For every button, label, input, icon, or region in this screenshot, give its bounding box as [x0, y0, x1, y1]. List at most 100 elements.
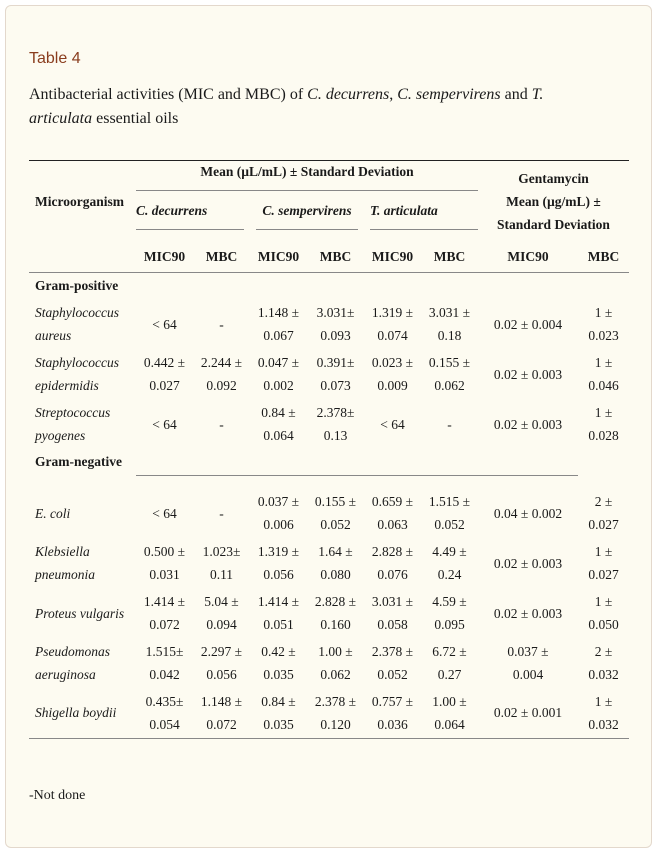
col-header-oil-3: T. articulata	[364, 194, 478, 238]
section-gram-negative: Gram-negative	[35, 454, 122, 469]
col-header-oil-2: C. sempervirens	[250, 194, 364, 238]
value-line: 0.84 ±	[261, 693, 296, 709]
value-cell: 0.02 ± 0.003	[478, 349, 578, 399]
value-cell: 2.378 ± 0.120	[307, 688, 364, 738]
group-title: Mean (µL/mL) ± Standard Deviation	[200, 164, 414, 179]
value-line: 0.155 ±	[428, 355, 471, 370]
value-line: 2.244 ±	[200, 355, 243, 370]
sub-header-mic: MIC90	[364, 242, 421, 273]
value-cell: 1 ± 0.046	[578, 349, 629, 399]
value-cell: 0.757 ± 0.036	[364, 688, 421, 738]
organism-name-line: aureus	[35, 328, 72, 343]
caption-sep: ,	[389, 86, 398, 103]
value-line: 0.391±	[316, 355, 355, 370]
value-cell: 2.297 ± 0.056	[193, 638, 250, 688]
organism-name-line: pneumonia	[35, 567, 95, 582]
value-line: 0.023	[588, 328, 619, 343]
value-line: 3.031 ±	[371, 594, 414, 609]
organism-name: Proteus vulgaris	[29, 588, 136, 638]
value-cell: 1.64 ± 0.080	[307, 538, 364, 588]
value-cell: < 64	[136, 299, 193, 349]
value-cell: 1 ± 0.023	[578, 299, 629, 349]
value-cell: 1 ± 0.032	[578, 688, 629, 738]
value-line: 2.297 ±	[200, 644, 243, 659]
value-cell: 0.500 ± 0.031	[136, 538, 193, 588]
organism-name: Pseudomonas aeruginosa	[29, 638, 136, 688]
value-line: 0.02 ± 0.001	[493, 705, 563, 721]
value-cell: 3.031 ± 0.058	[364, 588, 421, 638]
value-line: 0.062	[320, 667, 351, 682]
value-cell: 1.319 ± 0.056	[250, 538, 307, 588]
value-line: 0.002	[263, 378, 294, 393]
value-line: 2.378±	[316, 405, 355, 420]
value-line: 0.659 ±	[371, 494, 414, 509]
value-line: 0.023 ±	[371, 355, 414, 370]
value-cell: -	[421, 399, 478, 449]
value-line: 3.031 ±	[428, 305, 471, 320]
organism-name: E. coli	[29, 488, 136, 538]
table-row: Proteus vulgaris 1.414 ± 0.072 5.04 ± 0.094 1…	[29, 588, 629, 638]
value-line: 0.072	[149, 617, 180, 632]
value-line: 0.028	[588, 428, 619, 443]
article-panel	[5, 5, 652, 848]
value-line: 0.093	[320, 328, 351, 343]
table-row: Pseudomonas aeruginosa 1.515± 0.042 2.297 ± 0…	[29, 638, 629, 688]
value-line: 0.036	[377, 716, 408, 732]
value-cell: 3.031± 0.093	[307, 299, 364, 349]
value-cell: 1.148 ± 0.067	[250, 299, 307, 349]
value-line: 1.515±	[145, 644, 184, 659]
value-line: 0.027	[588, 517, 619, 532]
value-cell: 2.828 ± 0.160	[307, 588, 364, 638]
value-cell: 0.02 ± 0.001	[478, 688, 578, 738]
value-line: 0.02 ± 0.003	[493, 416, 563, 432]
value-cell: -	[193, 488, 250, 538]
value-line: 2.378 ±	[314, 693, 357, 709]
value-line: 0.009	[377, 378, 408, 393]
value-cell: 0.037 ± 0.006	[250, 488, 307, 538]
value-cell: 1.023± 0.11	[193, 538, 250, 588]
value-cell: -	[193, 399, 250, 449]
value-cell: -	[193, 299, 250, 349]
organism-name-line: Proteus vulgaris	[35, 605, 125, 621]
value-line: 0.155 ±	[314, 494, 357, 509]
value-line: -	[219, 416, 224, 432]
value-line: < 64	[152, 316, 177, 332]
value-cell: 1.00 ± 0.062	[307, 638, 364, 688]
organism-name-line: Staphylococcus	[35, 355, 119, 370]
value-line: 0.120	[320, 716, 351, 732]
oil-name: C. sempervirens	[256, 203, 358, 230]
caption-species-1: C. decurrens	[307, 86, 390, 103]
value-cell: 6.72 ± 0.27	[421, 638, 478, 688]
value-line: 0.062	[434, 378, 465, 393]
value-cell: 1 ± 0.050	[578, 588, 629, 638]
organism-name-line: Streptococcus	[35, 405, 111, 420]
value-cell: 0.84 ± 0.064	[250, 399, 307, 449]
caption-species-3: T. articulata	[29, 86, 544, 127]
value-line: 0.24	[437, 567, 462, 582]
value-cell: 2.378± 0.13	[307, 399, 364, 449]
value-line: 0.052	[434, 517, 465, 532]
value-line: 1.515 ±	[428, 494, 471, 509]
sub-header-mbc: MBC	[193, 242, 250, 273]
value-line: 2.828 ±	[371, 544, 414, 559]
mic-mbc-table: Microorganism Mean (µL/mL) ± Standard De…	[29, 160, 629, 739]
caption-sep: and	[500, 86, 532, 103]
value-cell: 2 ± 0.032	[578, 638, 629, 688]
value-line: 0.442 ±	[143, 355, 186, 370]
table-label: Table 4	[29, 50, 81, 67]
value-cell: 0.659 ± 0.063	[364, 488, 421, 538]
value-line: 0.037 ±	[507, 644, 549, 659]
value-line: 0.84 ±	[261, 405, 296, 420]
value-line: 0.073	[320, 378, 351, 393]
value-line: 5.04 ±	[204, 594, 239, 609]
value-line: 0.080	[320, 567, 351, 582]
value-line: 0.063	[377, 517, 408, 532]
value-cell: 1.515 ± 0.052	[421, 488, 478, 538]
value-line: 4.59 ±	[432, 594, 467, 609]
sub-header-mbc: MBC	[421, 242, 478, 273]
value-line: < 64	[152, 505, 177, 521]
organism-name-line: Staphylococcus	[35, 305, 119, 320]
value-line: 0.02 ± 0.004	[493, 316, 563, 332]
value-cell: 1 ± 0.027	[578, 538, 629, 588]
value-cell: < 64	[136, 488, 193, 538]
